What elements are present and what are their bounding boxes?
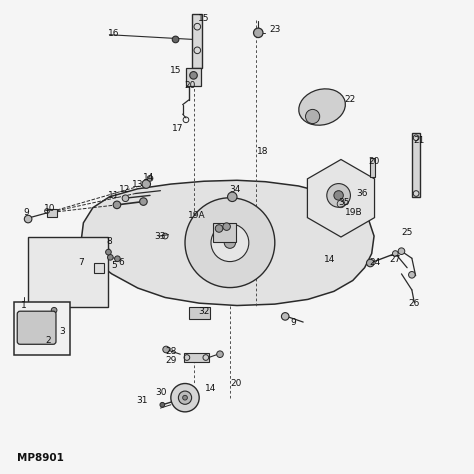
Bar [184,353,209,362]
Text: 28: 28 [165,347,176,356]
FancyBboxPatch shape [17,311,56,344]
Text: 34: 34 [229,185,240,194]
Circle shape [398,248,405,255]
Circle shape [182,395,187,400]
Text: 6: 6 [118,258,124,267]
Text: 15: 15 [170,66,182,75]
Circle shape [228,192,237,201]
Circle shape [185,198,275,288]
Text: 19A: 19A [188,211,206,220]
Bar [213,223,236,242]
Circle shape [147,175,153,181]
Text: 9: 9 [24,208,29,217]
Circle shape [327,183,350,207]
Bar [412,133,420,197]
Text: 19B: 19B [346,208,363,217]
Circle shape [140,198,147,205]
Text: 31: 31 [137,395,148,404]
Bar [192,14,202,68]
Circle shape [142,180,151,188]
Circle shape [108,255,113,260]
Circle shape [171,383,199,412]
Text: 32: 32 [198,307,210,316]
Text: 7: 7 [78,258,84,267]
Circle shape [24,215,32,223]
Polygon shape [308,159,374,237]
Text: 25: 25 [401,228,413,237]
Text: 18: 18 [257,147,269,156]
Circle shape [178,391,191,404]
Text: 23: 23 [269,25,281,34]
Text: 20: 20 [368,157,380,166]
Text: 14: 14 [143,173,154,182]
Circle shape [223,223,230,230]
Text: 12: 12 [119,185,130,194]
Circle shape [282,313,289,320]
Text: 17: 17 [172,124,183,133]
Text: 20: 20 [230,379,242,388]
Ellipse shape [299,89,346,125]
Text: 10: 10 [44,204,55,213]
Circle shape [366,259,374,267]
Text: 29: 29 [165,356,176,365]
Text: 5: 5 [111,261,117,270]
Text: 3: 3 [59,327,65,336]
Text: 13: 13 [132,180,144,189]
Text: 21: 21 [413,136,425,145]
Text: 20: 20 [184,81,195,90]
Text: 35: 35 [338,199,349,208]
Circle shape [224,237,236,248]
Circle shape [254,28,263,37]
Circle shape [217,351,223,357]
Text: 26: 26 [409,299,420,308]
Circle shape [51,308,57,313]
Text: 27: 27 [390,255,401,264]
Text: 22: 22 [345,95,356,104]
Bar [94,263,104,273]
Circle shape [211,224,249,262]
Polygon shape [33,284,96,296]
Bar [19,313,54,342]
Circle shape [172,36,179,43]
Circle shape [160,402,164,407]
Circle shape [334,191,343,200]
Circle shape [392,251,398,256]
Text: 8: 8 [107,237,112,246]
Text: 2: 2 [45,337,51,346]
Bar [28,237,108,307]
Bar [189,307,210,319]
Circle shape [106,249,111,255]
Circle shape [163,346,169,353]
Bar [186,68,201,86]
Polygon shape [81,180,374,306]
Text: 16: 16 [109,29,120,38]
Text: MP8901: MP8901 [17,453,64,463]
Circle shape [43,319,48,324]
Text: 14: 14 [323,255,335,264]
Circle shape [43,315,48,320]
Bar [14,302,70,355]
Text: 11: 11 [109,191,120,200]
Bar [47,209,57,217]
Circle shape [113,201,121,209]
Circle shape [215,225,223,232]
Text: 14: 14 [205,384,217,393]
Circle shape [409,272,415,278]
Text: 36: 36 [356,189,367,198]
Text: 30: 30 [155,389,167,398]
Circle shape [115,256,120,262]
Text: 9: 9 [291,318,297,327]
Circle shape [306,109,319,124]
Text: 1: 1 [21,301,27,310]
Circle shape [122,195,129,201]
Text: 15: 15 [198,14,210,23]
Circle shape [190,72,197,79]
Text: 24: 24 [369,258,381,267]
Bar [370,157,375,176]
Text: 33: 33 [155,232,166,240]
